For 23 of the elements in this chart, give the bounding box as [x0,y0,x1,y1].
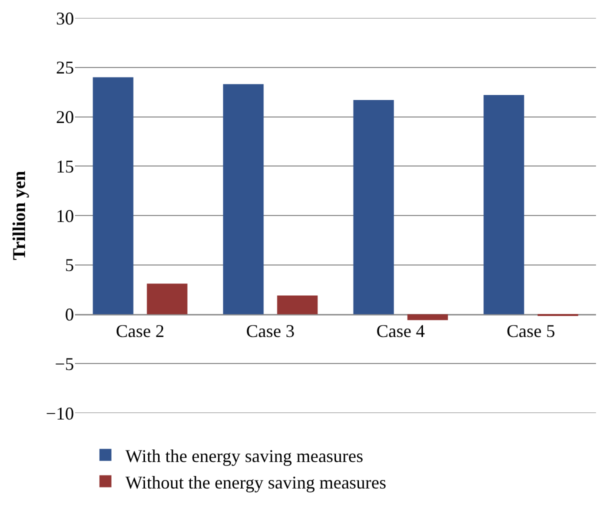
y-tick-label: 10 [56,206,74,226]
bar [146,284,188,314]
legend-label: With the energy saving measures [125,446,364,466]
x-tick-label: Case 5 [506,320,556,341]
bar [407,314,448,320]
bar [484,95,524,314]
y-tick-label: −5 [54,354,74,374]
y-tick-label: 0 [65,304,74,325]
y-tick-label: 25 [56,58,74,78]
bar [223,84,264,314]
bar [92,77,134,314]
y-tick-label: 20 [56,107,74,128]
legend-label: Without the energy saving measures [125,472,386,492]
y-tick-label: 30 [56,8,74,28]
y-tick-label: −10 [46,403,74,424]
bar [353,100,394,314]
bar [277,295,318,314]
y-axis-title: Trillion yen [9,170,30,260]
x-tick-label: Case 4 [376,320,425,341]
x-tick-label: Case 3 [246,320,295,341]
y-tick-label: 5 [65,255,74,276]
x-tick-label: Case 2 [116,320,164,341]
y-tick-label: 15 [56,156,74,176]
